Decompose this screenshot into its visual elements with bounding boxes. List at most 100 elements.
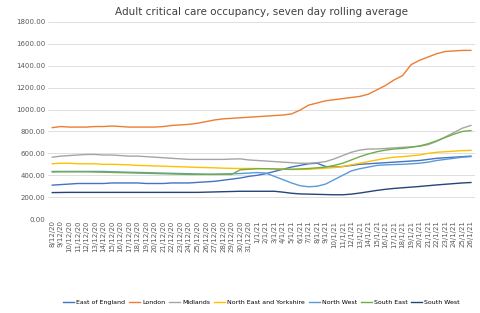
Midlands: [212, 157, 217, 161]
North West: [323, 182, 328, 186]
North East and Yorkshire: [229, 167, 235, 170]
North East and Yorkshire: [152, 164, 157, 168]
Midlands: [101, 153, 107, 157]
North West: [254, 171, 260, 174]
London: [331, 98, 337, 101]
Midlands: [126, 154, 132, 158]
London: [443, 49, 448, 53]
London: [203, 120, 209, 124]
North East and Yorkshire: [323, 166, 328, 170]
Title: Adult critical care occupancy, seven day rolling average: Adult critical care occupancy, seven day…: [115, 7, 408, 17]
South East: [126, 171, 132, 175]
East of England: [186, 181, 192, 185]
East of England: [425, 157, 431, 161]
Midlands: [443, 135, 448, 139]
South West: [348, 192, 354, 196]
North East and Yorkshire: [75, 162, 81, 166]
Line: North East and Yorkshire: North East and Yorkshire: [52, 150, 471, 169]
South West: [152, 191, 157, 194]
North East and Yorkshire: [178, 165, 183, 169]
North West: [92, 170, 98, 173]
South East: [75, 170, 81, 174]
London: [297, 108, 303, 112]
North West: [246, 171, 252, 175]
London: [306, 103, 312, 107]
South East: [366, 152, 372, 156]
London: [459, 49, 465, 52]
North East and Yorkshire: [109, 162, 115, 166]
North West: [348, 169, 354, 173]
North West: [186, 172, 192, 176]
North West: [408, 162, 414, 166]
North East and Yorkshire: [272, 167, 277, 171]
East of England: [408, 159, 414, 163]
East of England: [280, 167, 286, 171]
Midlands: [92, 153, 98, 156]
Midlands: [297, 162, 303, 165]
East of England: [75, 182, 81, 185]
East of England: [383, 161, 388, 165]
North East and Yorkshire: [263, 167, 269, 171]
East of England: [178, 181, 183, 185]
North East and Yorkshire: [331, 166, 337, 170]
South East: [357, 155, 363, 158]
East of England: [314, 162, 320, 165]
South East: [348, 158, 354, 162]
London: [357, 95, 363, 98]
East of England: [109, 181, 115, 185]
Legend: East of England, London, Midlands, North East and Yorkshire, North West, South E: East of England, London, Midlands, North…: [61, 297, 462, 308]
Midlands: [263, 159, 269, 163]
East of England: [297, 163, 303, 167]
Midlands: [118, 154, 123, 157]
South West: [126, 191, 132, 194]
Midlands: [75, 153, 81, 157]
South East: [195, 172, 201, 176]
East of England: [49, 183, 55, 187]
South East: [66, 170, 72, 174]
South East: [220, 172, 226, 176]
South East: [408, 146, 414, 149]
East of England: [357, 162, 363, 166]
London: [195, 121, 201, 125]
Line: London: London: [52, 50, 471, 128]
Midlands: [186, 157, 192, 161]
East of England: [366, 162, 372, 166]
North East and Yorkshire: [195, 166, 201, 169]
East of England: [92, 182, 98, 185]
North East and Yorkshire: [451, 149, 457, 153]
East of England: [84, 182, 89, 185]
South East: [238, 168, 243, 172]
South West: [297, 192, 303, 196]
North West: [101, 170, 107, 173]
London: [288, 112, 294, 116]
South West: [263, 189, 269, 193]
South East: [84, 170, 89, 174]
South West: [144, 191, 149, 194]
South East: [443, 136, 448, 139]
East of England: [459, 155, 465, 158]
Midlands: [220, 157, 226, 161]
South East: [246, 167, 252, 171]
London: [468, 49, 474, 52]
North West: [203, 172, 209, 176]
South West: [459, 181, 465, 185]
London: [238, 116, 243, 120]
North West: [425, 160, 431, 164]
South West: [366, 190, 372, 193]
East of England: [212, 179, 217, 183]
North East and Yorkshire: [391, 155, 397, 159]
London: [254, 115, 260, 119]
North East and Yorkshire: [314, 167, 320, 171]
North West: [288, 181, 294, 185]
London: [84, 125, 89, 129]
East of England: [323, 165, 328, 168]
South East: [306, 167, 312, 170]
North East and Yorkshire: [366, 160, 372, 163]
South West: [109, 191, 115, 194]
East of England: [118, 181, 123, 185]
North East and Yorkshire: [383, 156, 388, 160]
North West: [331, 178, 337, 182]
North West: [306, 185, 312, 189]
South West: [340, 193, 346, 197]
Midlands: [391, 146, 397, 150]
